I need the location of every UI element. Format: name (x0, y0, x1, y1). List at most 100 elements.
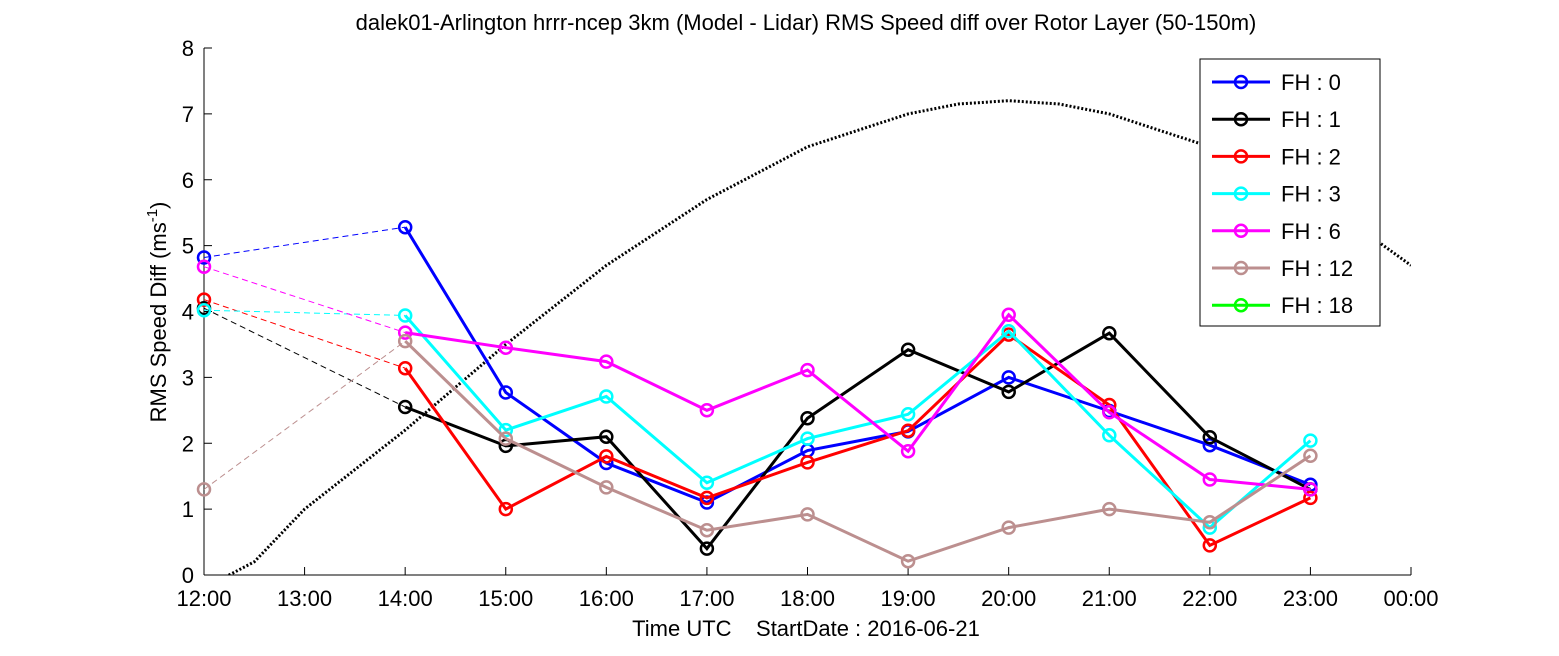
series-line (404, 314, 1312, 530)
data-point (1202, 538, 1218, 553)
start-point (196, 250, 212, 265)
series-line (404, 312, 1311, 491)
data-point (397, 360, 413, 376)
data-point (800, 410, 815, 426)
data-point (397, 325, 413, 340)
y-tick-label: 3 (182, 365, 194, 390)
x-tick-label: 21:00 (1082, 586, 1137, 611)
y-tick-label: 7 (182, 102, 194, 127)
legend-label: FH : 1 (1281, 107, 1341, 132)
data-point (800, 455, 815, 470)
data-point (498, 340, 514, 355)
data-point (1102, 428, 1117, 443)
series (196, 292, 1318, 553)
series (196, 300, 1318, 556)
data-point (397, 399, 413, 415)
legend-swatch-marker (1233, 111, 1249, 127)
legend-swatch-marker (1233, 297, 1249, 313)
x-axis: 12:00 13:00 14:00 15:00 16:00 17:00 18:00 19:00… (176, 567, 1439, 611)
legend-swatch-marker (1233, 260, 1249, 276)
start-point (196, 302, 212, 318)
data-point (1001, 520, 1016, 535)
x-tick-label: 00:00 (1383, 586, 1438, 611)
y-axis-label: RMS Speed Diff (ms-1) (144, 202, 171, 423)
legend-item: FH : 18 (1212, 293, 1353, 318)
data-point (1001, 307, 1016, 323)
data-point (1202, 472, 1218, 487)
legend-item: FH : 12 (1212, 256, 1353, 281)
x-tick-label: 23:00 (1283, 586, 1338, 611)
data-point (599, 480, 614, 495)
legend-label: FH : 3 (1281, 182, 1341, 207)
legend-label: FH : 18 (1281, 293, 1353, 318)
data-point (800, 431, 815, 446)
legend-item: FH : 1 (1212, 107, 1341, 132)
legend-label: FH : 0 (1281, 70, 1341, 95)
legend-label: FH : 6 (1281, 219, 1341, 244)
series-line (404, 331, 1312, 551)
x-tick-label: 14:00 (378, 586, 433, 611)
legend: FH : 0 FH : 1 FH : 2 FH : 3 FH : 6 FH : 12 FH … (1199, 58, 1381, 327)
series (196, 302, 1318, 535)
series-start-connector (203, 307, 406, 408)
series-line (403, 332, 1312, 548)
data-point (699, 541, 715, 556)
x-tick-label: 15:00 (478, 586, 533, 611)
reference-curve-line (225, 99, 1411, 575)
legend-swatch-marker (1233, 223, 1249, 239)
data-point (699, 403, 715, 418)
legend-swatch-marker (1233, 149, 1249, 164)
series-line (403, 226, 1311, 505)
data-point (800, 362, 815, 378)
data-point (1001, 384, 1016, 400)
x-tick-label: 17:00 (679, 586, 734, 611)
start-point (196, 292, 212, 307)
series-start-connector (203, 266, 406, 334)
data-point (1303, 433, 1318, 448)
data-point (900, 553, 916, 569)
x-tick-label: 13:00 (277, 586, 332, 611)
data-point (900, 407, 916, 422)
start-point (196, 259, 212, 274)
legend-item: FH : 3 (1212, 182, 1341, 207)
data-point (900, 423, 916, 438)
x-tick-label: 16:00 (579, 586, 634, 611)
series-lines (196, 219, 1318, 569)
data-point (397, 219, 413, 235)
y-tick-label: 4 (182, 300, 194, 325)
data-point (900, 342, 916, 357)
y-tick-label: 2 (182, 431, 194, 456)
reference-curve (225, 99, 1411, 575)
data-point (1001, 324, 1016, 339)
x-tick-label: 18:00 (780, 586, 835, 611)
x-tick-label: 22:00 (1182, 586, 1237, 611)
series-start-connector (203, 309, 406, 316)
series-start-connector (203, 340, 406, 490)
y-tick-label: 6 (182, 168, 194, 193)
x-tick-label: 19:00 (881, 586, 936, 611)
start-point (196, 482, 212, 497)
legend-swatch-marker (1233, 74, 1249, 90)
y-tick-label: 0 (182, 563, 194, 588)
data-point (1202, 515, 1218, 530)
data-point (397, 308, 413, 323)
legend-item: FH : 6 (1212, 219, 1341, 244)
data-point (397, 333, 413, 349)
y-tick-label: 5 (182, 234, 194, 259)
y-tick-label: 1 (182, 497, 194, 522)
data-point (800, 507, 815, 522)
legend-item: FH : 0 (1212, 70, 1341, 95)
data-point (498, 501, 514, 517)
legend-swatch-marker (1233, 186, 1249, 201)
data-point (1102, 405, 1117, 420)
data-point (599, 429, 614, 444)
data-point (1303, 482, 1318, 497)
data-point (1303, 490, 1318, 506)
y-tick-label: 8 (182, 36, 194, 61)
data-point (900, 443, 916, 459)
x-tick-label: 20:00 (981, 586, 1036, 611)
data-point (498, 385, 514, 400)
chart-title: dalek01-Arlington hrrr-ncep 3km (Model -… (356, 10, 1257, 35)
legend-item: FH : 2 (1212, 144, 1341, 169)
